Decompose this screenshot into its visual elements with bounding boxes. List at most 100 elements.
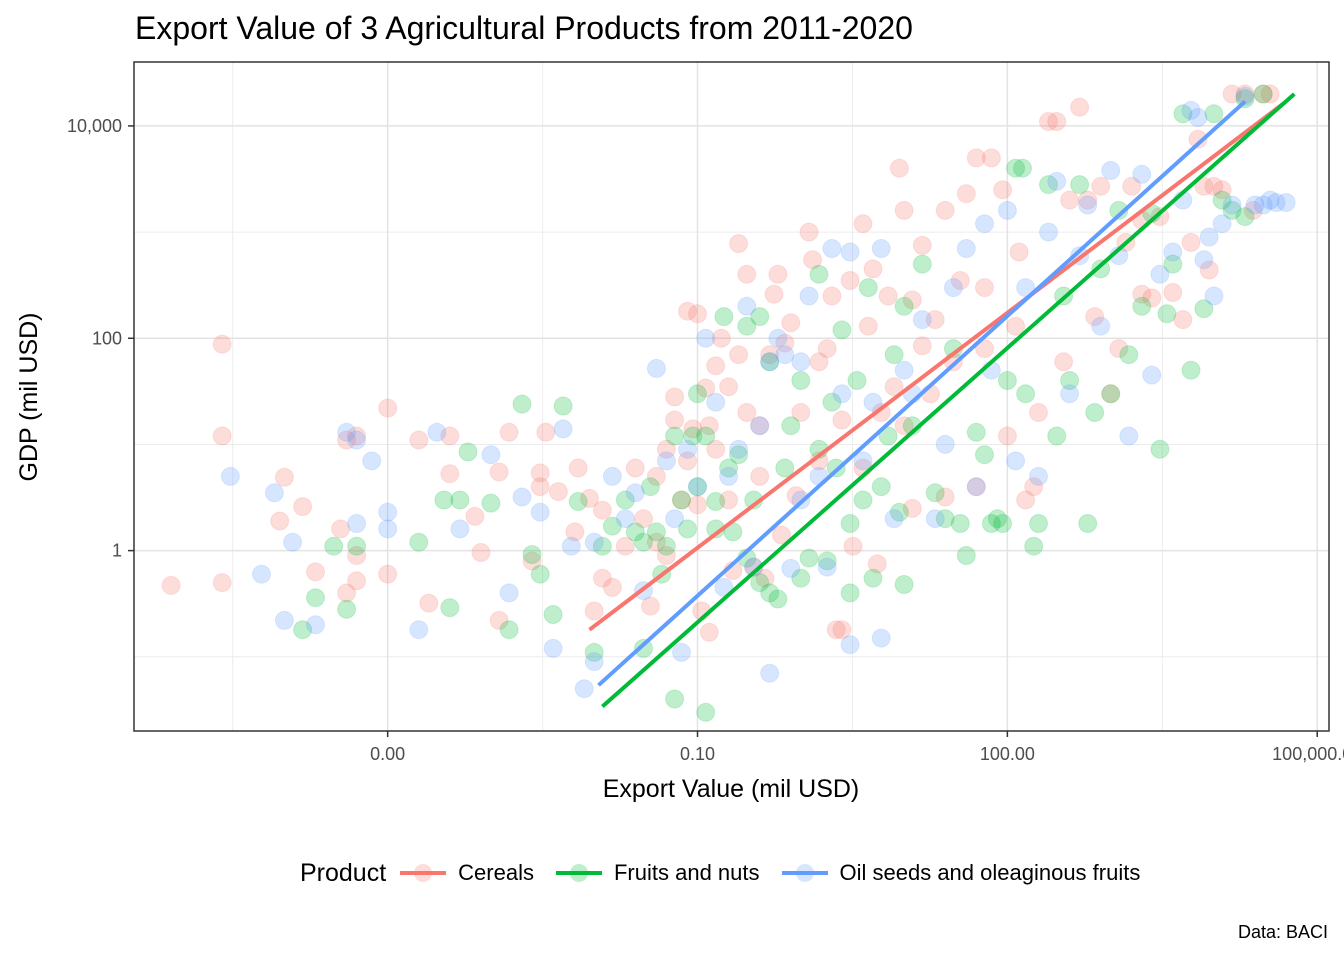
point-oil-seeds-and-oleaginous-fruits <box>791 352 811 372</box>
point-fruits-and-nuts <box>615 490 635 510</box>
point-fruits-and-nuts <box>1085 403 1105 422</box>
point-fruits-and-nuts <box>1173 104 1193 124</box>
point-cereals <box>1253 84 1273 104</box>
point-fruits-and-nuts <box>832 320 852 340</box>
point-oil-seeds-and-oleaginous-fruits <box>729 439 749 459</box>
point-cereals <box>274 467 294 487</box>
point-cereals <box>378 398 398 418</box>
point-fruits-and-nuts <box>683 426 703 446</box>
point-fruits-and-nuts <box>665 426 685 446</box>
point-fruits-and-nuts <box>458 442 478 462</box>
point-fruits-and-nuts <box>993 514 1013 533</box>
point-cereals <box>781 313 801 333</box>
point-cereals <box>656 546 676 565</box>
point-fruits-and-nuts <box>1253 84 1273 104</box>
point-oil-seeds-and-oleaginous-fruits <box>1188 108 1208 127</box>
point-fruits-and-nuts <box>817 551 837 571</box>
point-cereals <box>832 620 852 640</box>
point-cereals <box>729 345 749 365</box>
point-cereals <box>1122 176 1142 196</box>
point-cereals <box>772 525 791 545</box>
point-oil-seeds-and-oleaginous-fruits <box>822 239 842 258</box>
point-fruits-and-nuts <box>750 573 770 593</box>
point-fruits-and-nuts <box>672 490 691 510</box>
point-cereals <box>1188 129 1208 149</box>
point-fruits-and-nuts <box>634 532 653 552</box>
point-cereals <box>536 422 556 442</box>
point-cereals <box>803 250 823 270</box>
point-fruits-and-nuts <box>1078 514 1098 533</box>
point-oil-seeds-and-oleaginous-fruits <box>840 242 860 262</box>
point-cereals <box>161 575 181 595</box>
point-cereals <box>760 345 780 365</box>
point-cereals <box>683 419 703 439</box>
point-cereals <box>925 310 945 330</box>
point-oil-seeds-and-oleaginous-fruits <box>1119 426 1139 446</box>
scatter-points <box>161 84 1296 722</box>
point-oil-seeds-and-oleaginous-fruits <box>975 214 994 234</box>
point-cereals <box>499 422 519 442</box>
point-cereals <box>822 286 842 306</box>
point-cereals <box>975 339 994 359</box>
point-cereals <box>750 416 770 436</box>
point-oil-seeds-and-oleaginous-fruits <box>1142 365 1162 385</box>
point-fruits-and-nuts <box>337 599 357 619</box>
point-oil-seeds-and-oleaginous-fruits <box>1029 466 1048 486</box>
point-cereals <box>688 304 707 324</box>
point-fruits-and-nuts <box>822 392 842 412</box>
panel-frame <box>133 61 1330 732</box>
point-cereals <box>471 543 491 562</box>
point-cereals <box>1006 316 1026 336</box>
point-cereals <box>1029 403 1048 422</box>
point-cereals <box>878 286 898 306</box>
point-cereals <box>737 403 757 422</box>
point-fruits-and-nuts <box>966 422 986 442</box>
point-cereals <box>602 577 622 597</box>
trend-line-oil-seeds-and-oleaginous-fruits <box>597 99 1247 687</box>
point-oil-seeds-and-oleaginous-fruits <box>615 509 635 529</box>
panel-border <box>133 61 1330 732</box>
point-fruits-and-nuts <box>656 536 676 556</box>
point-fruits-and-nuts <box>853 490 873 510</box>
point-fruits-and-nuts <box>1091 259 1111 279</box>
point-cereals <box>212 426 232 446</box>
y-tick-label: 1 <box>112 541 122 561</box>
point-oil-seeds-and-oleaginous-fruits <box>283 532 303 552</box>
point-cereals <box>791 403 811 422</box>
point-cereals <box>699 416 719 436</box>
point-fruits-and-nuts <box>1204 104 1224 124</box>
point-cereals <box>853 214 873 234</box>
point-cereals <box>212 334 232 354</box>
point-fruits-and-nuts <box>1222 200 1242 220</box>
point-cereals <box>737 264 757 284</box>
point-fruits-and-nuts <box>568 492 588 511</box>
point-fruits-and-nuts <box>1016 384 1036 404</box>
point-cereals <box>768 264 788 284</box>
x-tick-label: 0.10 <box>680 744 715 764</box>
point-oil-seeds-and-oleaginous-fruits <box>274 610 294 630</box>
point-fruits-and-nuts <box>450 490 470 510</box>
point-oil-seeds-and-oleaginous-fruits <box>656 451 676 471</box>
point-fruits-and-nuts <box>1013 158 1032 178</box>
point-oil-seeds-and-oleaginous-fruits <box>1266 193 1286 212</box>
point-oil-seeds-and-oleaginous-fruits <box>1150 264 1170 284</box>
point-cereals <box>522 551 542 571</box>
point-oil-seeds-and-oleaginous-fruits <box>997 200 1017 220</box>
point-fruits-and-nuts <box>1101 384 1121 404</box>
point-oil-seeds-and-oleaginous-fruits <box>450 519 470 539</box>
point-oil-seeds-and-oleaginous-fruits <box>1006 451 1026 471</box>
point-cereals <box>699 622 719 642</box>
point-oil-seeds-and-oleaginous-fruits <box>696 328 716 348</box>
point-fruits-and-nuts <box>791 568 811 588</box>
point-cereals <box>1078 190 1098 210</box>
point-fruits-and-nuts <box>1157 304 1177 324</box>
point-cereals <box>894 200 914 220</box>
point-cereals <box>672 490 691 510</box>
point-oil-seeds-and-oleaginous-fruits <box>1194 250 1214 270</box>
point-cereals <box>981 148 1001 168</box>
axis-ticks: 0.00 0.10 100.00 100,000.00 1 100 10,000 <box>67 116 1344 764</box>
point-cereals <box>826 620 846 640</box>
point-cereals <box>440 426 460 446</box>
point-oil-seeds-and-oleaginous-fruits <box>427 422 447 442</box>
point-oil-seeds-and-oleaginous-fruits <box>543 638 563 658</box>
